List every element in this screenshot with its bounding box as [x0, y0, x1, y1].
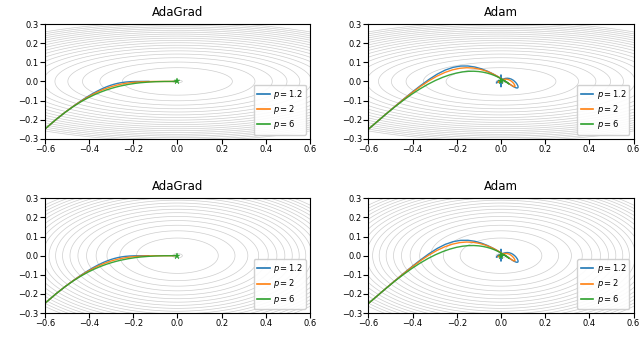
Legend: $p = 1.2$, $p = 2$, $p = 6$: $p = 1.2$, $p = 2$, $p = 6$ [577, 85, 629, 135]
Legend: $p = 1.2$, $p = 2$, $p = 6$: $p = 1.2$, $p = 2$, $p = 6$ [254, 259, 306, 309]
Title: AdaGrad: AdaGrad [152, 180, 203, 193]
Title: Adam: Adam [484, 180, 518, 193]
Title: AdaGrad: AdaGrad [152, 6, 203, 19]
Title: Adam: Adam [484, 6, 518, 19]
Legend: $p = 1.2$, $p = 2$, $p = 6$: $p = 1.2$, $p = 2$, $p = 6$ [254, 85, 306, 135]
Legend: $p = 1.2$, $p = 2$, $p = 6$: $p = 1.2$, $p = 2$, $p = 6$ [577, 259, 629, 309]
